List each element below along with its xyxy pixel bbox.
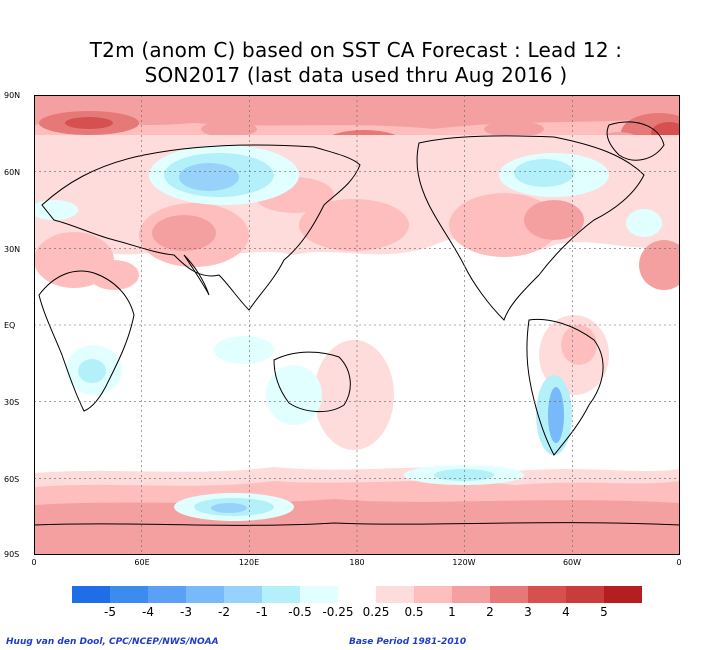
legend-swatch [186,586,224,603]
anomaly-map [34,95,680,555]
legend-label: -0.25 [322,605,354,619]
legend-swatch [604,586,642,603]
legend-swatch [110,586,148,603]
legend-label: 5 [600,605,608,619]
base-period-text: Base Period 1981-2010 [349,637,467,647]
legend-swatch [414,586,452,603]
legend-label: -2 [218,605,230,619]
legend-label: 2 [486,605,494,619]
legend-label: 3 [524,605,532,619]
legend-swatch [262,586,300,603]
lat-label-30s: 30S [4,398,20,407]
lat-label-30n: 30N [4,245,21,254]
lat-label-60s: 60S [4,475,20,484]
legend-swatch [566,586,604,603]
lat-label-90s: 90S [4,550,20,559]
lon-label-180: 180 [349,558,365,567]
map-title-line2: SON2017 (last data used thru Aug 2016 ) [144,63,568,87]
legend-label: 4 [562,605,570,619]
legend-swatch [72,586,110,603]
legend-label: 0.25 [362,605,390,619]
lon-label-120e: 120E [238,558,260,567]
credit-text: Huug van den Dool, CPC/NCEP/NWS/NOAA [6,637,219,647]
map-frame [34,95,680,555]
legend-swatch [376,586,414,603]
legend-swatch [224,586,262,603]
legend-swatch [338,586,376,603]
legend-label: 0.5 [404,605,424,619]
legend-label: -1 [256,605,268,619]
legend-swatch [490,586,528,603]
legend-swatch [528,586,566,603]
coastlines [34,121,680,526]
legend-swatch [148,586,186,603]
color-legend [72,586,642,603]
map-title-line1: T2m (anom C) based on SST CA Forecast : … [89,38,623,62]
lat-label-60n: 60N [4,168,21,177]
lon-label-60e: 60E [134,558,150,567]
lon-label-120w: 120W [452,558,476,567]
lon-label-60w: 60W [562,558,582,567]
legend-label: -4 [142,605,154,619]
legend-label: -3 [180,605,192,619]
legend-swatch [452,586,490,603]
lon-label-0-east: 0 [676,558,682,567]
lat-label-90n: 90N [4,91,21,100]
lon-label-0: 0 [31,558,37,567]
legend-swatch [300,586,338,603]
lat-label-eq: EQ [4,321,16,330]
cold-anomaly-north [34,145,662,237]
legend-label: 1 [448,605,456,619]
graticule [34,95,680,555]
legend-label: -5 [104,605,116,619]
legend-label: -0.5 [288,605,312,619]
